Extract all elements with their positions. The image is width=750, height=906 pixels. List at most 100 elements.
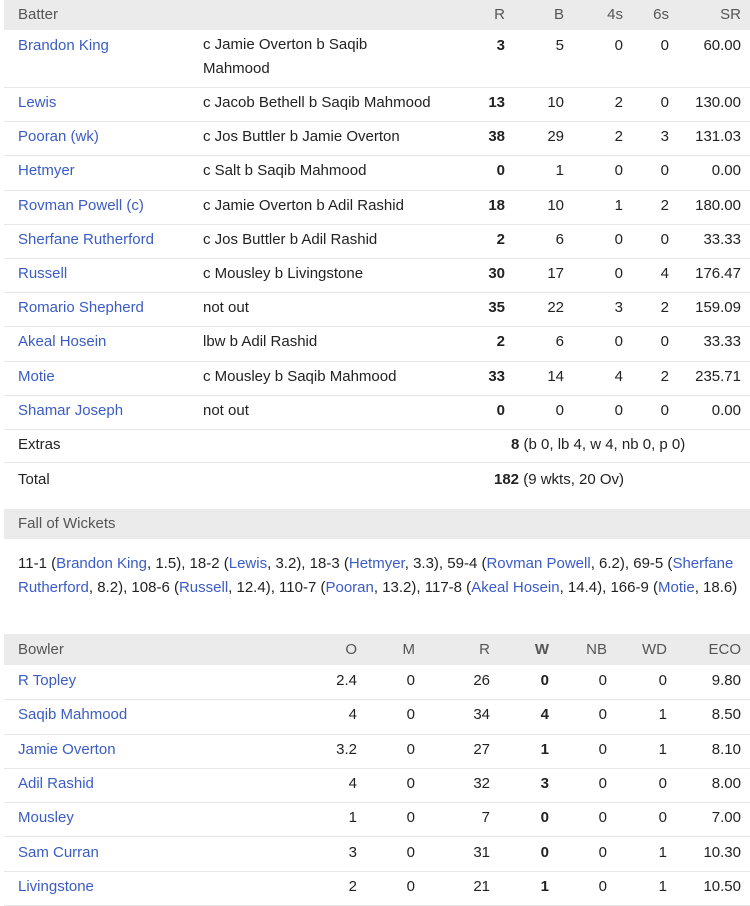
strike-rate: 180.00 — [695, 196, 741, 214]
runs: 35 — [488, 299, 505, 317]
table-row: Hetmyer c Salt b Saqib Mahmood 0 1 0 0 0.00 — [4, 155, 750, 191]
maidens: 0 — [406, 843, 415, 861]
fow-over: 6.2 — [599, 555, 620, 572]
fow-batter-link[interactable]: Motie — [658, 578, 695, 596]
bowler-name-link[interactable]: Jamie Overton — [18, 740, 116, 758]
fow-over: 18.6 — [703, 578, 733, 596]
extras-label: Extras — [18, 436, 61, 453]
fow-score: 69-5 — [633, 555, 664, 572]
noballs: 0 — [598, 843, 607, 861]
fours: 0 — [614, 162, 623, 180]
bowler-name-link[interactable]: Saqib Mahmood — [18, 706, 128, 724]
sixes: 0 — [660, 333, 669, 351]
total-row: Total 182 (9 wkts, 20 Ov) — [4, 463, 750, 497]
fow-batter-link[interactable]: Pooran — [325, 578, 374, 596]
maidens: 0 — [406, 706, 415, 724]
maidens: 0 — [406, 809, 415, 827]
batter-name-link[interactable]: Hetmyer — [18, 162, 75, 180]
batter-name-link[interactable]: Brandon King — [18, 37, 109, 54]
batter-name-link[interactable]: Rovman Powell (c) — [18, 196, 144, 214]
batter-name-link[interactable]: Romario Shepherd — [18, 299, 144, 317]
fow-batter-link[interactable]: Hetmyer — [348, 555, 405, 572]
dismissal: c Jamie Overton b Adil Rashid — [203, 196, 404, 214]
table-row: Sam Curran 3 0 31 0 0 1 10.30 — [4, 837, 750, 872]
overs: 4 — [348, 706, 357, 724]
balls: 1 — [555, 162, 564, 180]
batter-name-link[interactable]: Lewis — [18, 94, 57, 111]
bowler-name-link[interactable]: Livingstone — [18, 877, 94, 895]
overs: 4 — [348, 774, 357, 792]
batting-header: Batter R B 4s 6s SR — [4, 0, 750, 30]
wides: 1 — [658, 740, 667, 758]
fow-text: 11-1 (Brandon King, 1.5), 18-2 (Lewis, 3… — [18, 555, 738, 596]
runs: 30 — [488, 265, 505, 282]
fours: 4 — [614, 367, 623, 385]
table-row: Russell c Mousley b Livingstone 30 17 0 4 176.… — [4, 258, 750, 294]
fow-title: Fall of Wickets — [18, 515, 116, 532]
fow-score: 117-8 — [424, 578, 463, 596]
fow-score: 110-7 — [279, 578, 317, 596]
total-value: 182 (9 wkts, 20 Ov) — [494, 471, 624, 488]
fow-batter-link[interactable]: Sherfane Rutherford — [18, 555, 734, 596]
batter-name-link[interactable]: Sherfane Rutherford — [18, 230, 154, 248]
batter-name-link[interactable]: Akeal Hosein — [18, 333, 107, 351]
runs-conceded: 34 — [473, 706, 490, 724]
table-row: Lewis c Jacob Bethell b Saqib Mahmood 13 10… — [4, 87, 750, 123]
strike-rate: 0.00 — [711, 162, 741, 180]
overs: 2.4 — [336, 672, 357, 689]
batter-name-link[interactable]: Shamar Joseph — [18, 401, 124, 419]
bowler-name-link[interactable]: Sam Curran — [18, 843, 99, 861]
overs: 3.2 — [336, 740, 357, 758]
fow-over: 8.2 — [97, 578, 119, 596]
batter-name-link[interactable]: Russell — [18, 265, 68, 282]
fow-batter-link[interactable]: Brandon King — [56, 555, 147, 572]
batter-col-header: Batter — [18, 6, 59, 23]
fow-batter-link[interactable]: Rovman Powell — [486, 555, 591, 572]
batter-name-link[interactable]: Motie — [18, 367, 55, 385]
economy: 10.30 — [703, 843, 741, 861]
batter-name-link[interactable]: Pooran (wk) — [18, 128, 99, 146]
fours: 0 — [614, 401, 623, 419]
table-row: Motie c Mousley b Saqib Mahmood 33 14 4 2 235.… — [4, 361, 750, 396]
strike-rate: 131.03 — [695, 128, 741, 146]
economy: 10.50 — [703, 877, 741, 895]
overs: 2 — [348, 877, 357, 895]
table-row: Pooran (wk) c Jos Buttler b Jamie Overton… — [4, 121, 750, 157]
bowler-name-link[interactable]: R Topley — [18, 672, 77, 689]
runs: 13 — [488, 94, 505, 111]
wides: 1 — [658, 843, 667, 861]
bowler-name-link[interactable]: Mousley — [18, 809, 74, 827]
bowler-name-link[interactable]: Adil Rashid — [18, 774, 94, 792]
wides: 0 — [658, 672, 667, 689]
wides: 0 — [658, 809, 667, 827]
wickets: 3 — [540, 774, 549, 792]
economy: 8.50 — [711, 706, 741, 724]
fow-batter-link[interactable]: Lewis — [228, 555, 268, 572]
balls: 29 — [547, 128, 564, 146]
balls: 22 — [547, 299, 564, 317]
fow-score: 18-2 — [189, 555, 220, 572]
table-row: Livingstone 2 0 21 1 0 1 10.50 — [4, 871, 750, 906]
sixes: 0 — [660, 401, 669, 419]
fow-score: 166-9 — [610, 578, 649, 596]
fours: 0 — [614, 37, 623, 54]
maidens: 0 — [406, 672, 415, 689]
wickets-col-header: W — [534, 641, 549, 658]
dismissal: not out — [203, 299, 249, 317]
wickets: 0 — [540, 672, 549, 689]
fow-batter-link[interactable]: Akeal Hosein — [471, 578, 560, 596]
table-row: Adil Rashid 4 0 32 3 0 0 8.00 — [4, 768, 750, 804]
fow-over: 1.5 — [155, 555, 177, 572]
runs: 38 — [488, 128, 505, 146]
table-row: Brandon King c Jamie Overton b Saqib Mahm… — [4, 30, 750, 88]
runs: 18 — [488, 196, 505, 214]
runs: 2 — [496, 230, 505, 248]
runs: 2 — [496, 333, 505, 351]
total-label: Total — [18, 471, 50, 488]
dismissal: c Mousley b Saqib Mahmood — [203, 367, 397, 385]
wides: 1 — [658, 877, 667, 895]
sixes: 0 — [660, 37, 669, 54]
table-row: R Topley 2.4 0 26 0 0 0 9.80 — [4, 665, 750, 701]
economy: 8.10 — [711, 740, 741, 758]
fow-batter-link[interactable]: Russell — [178, 578, 229, 596]
